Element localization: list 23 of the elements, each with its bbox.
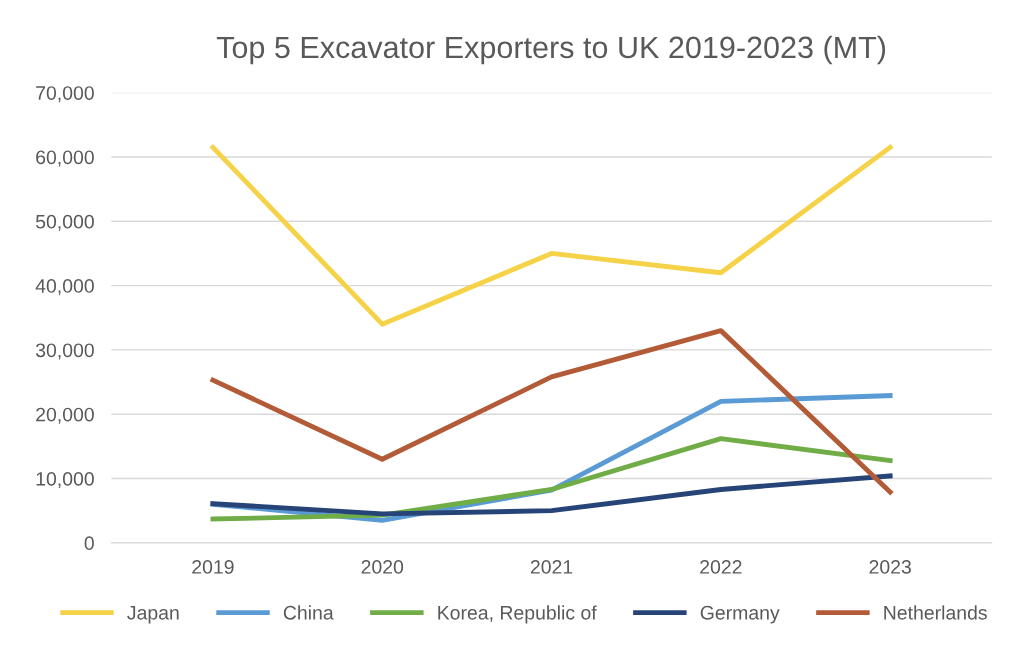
- legend-label: China: [283, 605, 334, 620]
- x-tick-label: 2020: [361, 560, 404, 574]
- y-tick-label: 30,000: [35, 343, 94, 360]
- y-tick-label: 0: [84, 536, 94, 551]
- y-tick-label: 60,000: [36, 150, 94, 167]
- line-series: [210, 144, 893, 327]
- y-tick-label: 10,000: [36, 472, 94, 489]
- y-tick-label: 20,000: [36, 407, 94, 424]
- x-tick-label: 2019: [192, 560, 234, 574]
- line-series: [210, 473, 893, 517]
- y-tick-label: 50,000: [35, 214, 94, 231]
- chart-title: Top 5 Excavator Exporters to UK 2019-2023 (MT): [216, 35, 886, 65]
- legend-label: Korea, Republic of: [438, 605, 597, 624]
- line-series: [210, 436, 893, 522]
- x-tick-label: 2022: [700, 560, 742, 574]
- x-tick-label: 2023: [869, 560, 911, 574]
- y-tick-label: 40,000: [35, 279, 94, 296]
- x-tick-label: 2021: [530, 560, 573, 574]
- line-series: [210, 328, 893, 495]
- legend-label: Germany: [700, 605, 780, 624]
- legend-label: Japan: [127, 606, 179, 624]
- y-tick-label: 70,000: [36, 86, 94, 103]
- legend-label: Netherlands: [884, 605, 987, 620]
